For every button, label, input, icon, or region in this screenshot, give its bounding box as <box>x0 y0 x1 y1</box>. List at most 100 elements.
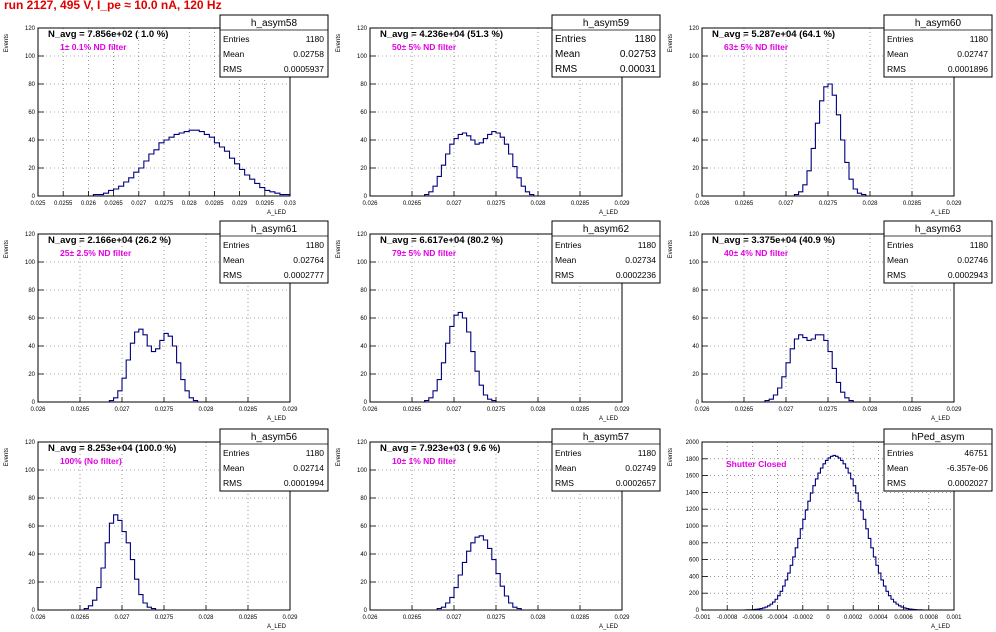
y-tick-label: 0 <box>32 400 36 406</box>
histogram-name: h_asym58 <box>251 18 298 29</box>
y-tick-label: 60 <box>28 316 35 322</box>
x-tick-label: 0.0275 <box>487 615 506 621</box>
histogram-name: h_asym59 <box>583 18 630 29</box>
x-axis-title: A_LED <box>931 624 951 630</box>
y-axis-title: Events <box>668 240 674 258</box>
x-tick-label: 0.0285 <box>239 407 258 413</box>
x-axis-title: A_LED <box>599 210 619 216</box>
stats-key-entries: Entries <box>555 448 581 458</box>
stats-key-rms: RMS <box>555 64 578 75</box>
stats-value-entries: 1180 <box>970 34 989 44</box>
stats-value-mean: 0.02747 <box>957 49 988 59</box>
y-tick-label: 0 <box>32 608 36 614</box>
filter-label: Shutter Closed <box>726 459 786 469</box>
stats-key-rms: RMS <box>887 270 906 280</box>
x-tick-label: 0.029 <box>946 407 962 413</box>
x-tick-label: 0.0285 <box>571 407 590 413</box>
x-axis-title: A_LED <box>599 416 619 422</box>
x-tick-label: 0.027 <box>446 407 462 413</box>
y-tick-label: 40 <box>692 344 699 350</box>
y-axis-title: Events <box>668 34 674 52</box>
y-tick-label: 60 <box>360 316 367 322</box>
x-tick-label: 0.0285 <box>571 201 590 207</box>
y-tick-label: 40 <box>360 344 367 350</box>
y-tick-label: 0 <box>696 400 700 406</box>
x-tick-label: 0.027 <box>778 201 794 207</box>
y-tick-label: 100 <box>689 54 700 60</box>
x-tick-label: 0.0002 <box>844 615 863 621</box>
y-axis-title: Events <box>4 34 10 52</box>
x-tick-label: 0.0255 <box>54 201 73 207</box>
x-tick-label: 0.028 <box>198 407 214 413</box>
filter-label: 100% (No filter) <box>60 456 122 466</box>
x-tick-label: 0.028 <box>530 201 546 207</box>
x-axis-title: A_LED <box>599 624 619 630</box>
stats-value-rms: 0.0001896 <box>948 64 988 74</box>
x-tick-label: 0.026 <box>362 407 378 413</box>
stats-value-entries: 1180 <box>638 240 657 250</box>
y-tick-label: 20 <box>28 372 35 378</box>
y-axis-title: Events <box>4 448 10 466</box>
y-tick-label: 100 <box>689 260 700 266</box>
stats-key-rms: RMS <box>555 478 574 488</box>
histogram-pad-h_asym63: 0.026 0.0265 0.027 0.0275 0.028 0.0285 0.029 0 2… <box>668 220 993 422</box>
x-tick-label: 0.0265 <box>403 615 422 621</box>
y-tick-label: 100 <box>25 260 36 266</box>
filter-label: 10± 1% ND filter <box>392 456 457 466</box>
x-tick-label: 0.001 <box>946 615 962 621</box>
y-tick-label: 40 <box>28 138 35 144</box>
x-tick-label: 0.027 <box>778 407 794 413</box>
x-tick-label: 0.0285 <box>903 201 922 207</box>
x-tick-label: 0.0295 <box>256 201 275 207</box>
navg-label: N_avg = 8.253e+04 (100.0 %) <box>48 443 176 454</box>
stats-value-rms: 0.0002943 <box>948 270 988 280</box>
y-tick-label: 80 <box>360 82 367 88</box>
stats-key-mean: Mean <box>887 49 909 59</box>
stats-value-rms: 0.0002027 <box>948 478 988 488</box>
histogram-pad-h_asym57: 0.026 0.0265 0.027 0.0275 0.028 0.0285 0.029 0 2… <box>336 428 661 630</box>
stats-key-mean: Mean <box>223 255 245 265</box>
stats-key-rms: RMS <box>223 478 242 488</box>
stats-value-mean: 0.02758 <box>293 49 324 59</box>
y-tick-label: 80 <box>28 496 35 502</box>
x-tick-label: -0.001 <box>693 615 711 621</box>
stats-value-mean: -6.357e-06 <box>947 463 988 473</box>
stats-key-rms: RMS <box>555 270 574 280</box>
histogram-pad-h_asym56: 0.026 0.0265 0.027 0.0275 0.028 0.0285 0.029 0 2… <box>4 428 329 630</box>
stats-key-mean: Mean <box>223 49 245 59</box>
run-title: run 2127, 495 V, I_pe ≈ 10.0 nA, 120 Hz <box>4 0 222 12</box>
filter-label: 50± 5% ND filter <box>392 42 457 52</box>
stats-value-mean: 0.02746 <box>957 255 988 265</box>
y-tick-label: 120 <box>25 440 36 446</box>
stats-box <box>551 428 661 492</box>
y-tick-label: 20 <box>360 166 367 172</box>
y-tick-label: 0 <box>696 608 700 614</box>
y-tick-label: 80 <box>28 288 35 294</box>
y-tick-label: 1000 <box>686 524 700 530</box>
x-tick-label: 0.0265 <box>71 407 90 413</box>
x-tick-label: 0 <box>826 615 830 621</box>
x-tick-label: 0.029 <box>614 615 630 621</box>
y-tick-label: 2000 <box>686 440 700 446</box>
x-tick-label: 0.025 <box>30 201 46 207</box>
stats-value-entries: 1180 <box>634 34 656 45</box>
y-tick-label: 60 <box>692 110 699 116</box>
y-tick-label: 100 <box>357 54 368 60</box>
histogram-name: hPed_asym <box>912 432 965 443</box>
stats-value-entries: 1180 <box>306 448 325 458</box>
stats-box <box>883 14 993 78</box>
filter-label: 40± 4% ND filter <box>724 248 789 258</box>
y-tick-label: 80 <box>692 82 699 88</box>
y-axis-title: Events <box>668 448 674 466</box>
y-tick-label: 20 <box>360 580 367 586</box>
x-tick-label: 0.0275 <box>487 201 506 207</box>
stats-key-mean: Mean <box>887 463 909 473</box>
y-tick-label: 60 <box>692 316 699 322</box>
y-tick-label: 60 <box>28 110 35 116</box>
y-tick-label: 120 <box>25 26 36 32</box>
histogram-pad-h_asym61: 0.026 0.0265 0.027 0.0275 0.028 0.0285 0.029 0 2… <box>4 220 329 422</box>
filter-label: 1± 0.1% ND filter <box>60 42 127 52</box>
y-tick-label: 40 <box>360 138 367 144</box>
x-tick-label: 0.0265 <box>71 615 90 621</box>
y-tick-label: 1600 <box>686 474 700 480</box>
